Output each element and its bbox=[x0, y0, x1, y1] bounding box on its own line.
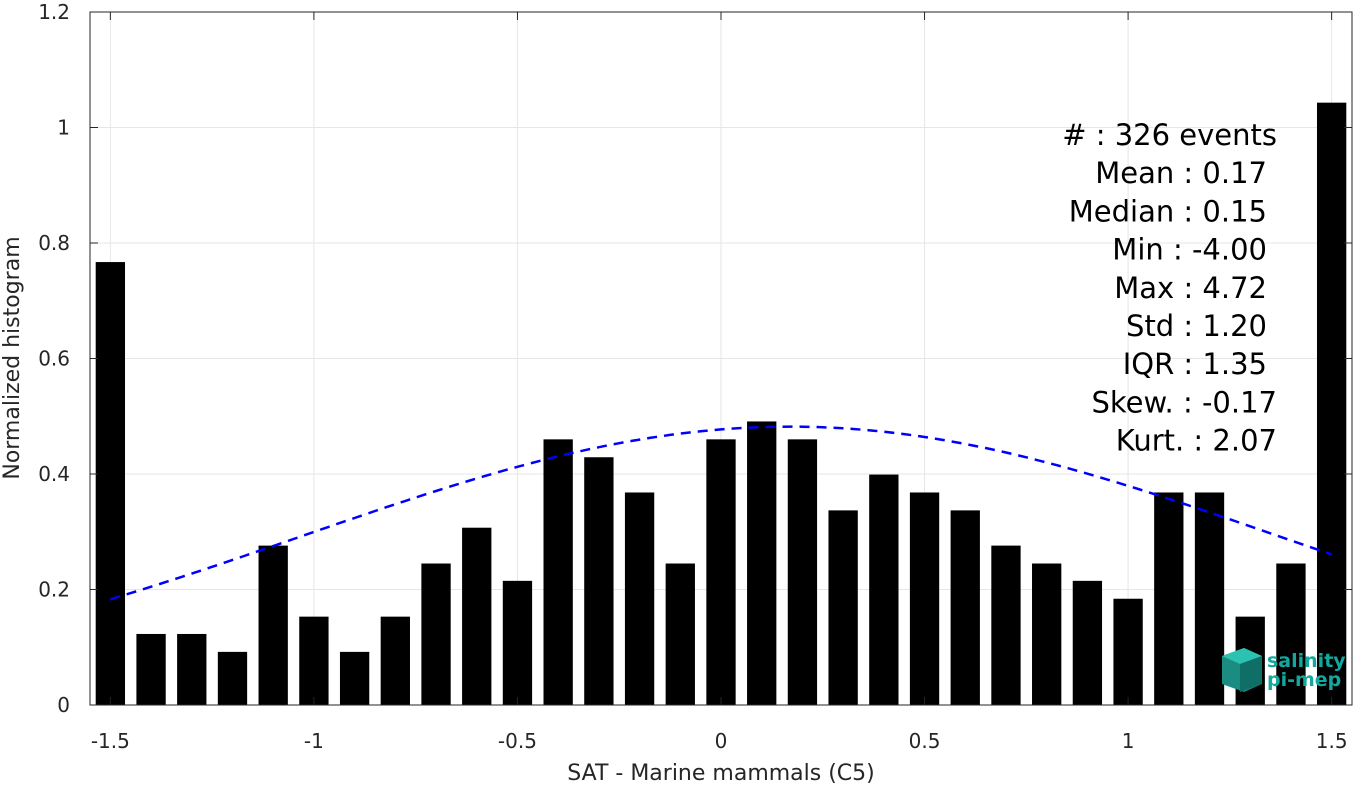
histogram-bar bbox=[258, 545, 288, 705]
x-tick-label: -0.5 bbox=[498, 729, 537, 753]
y-axis-ticks: 0 0.2 0.4 0.6 0.8 1 1.2 bbox=[38, 0, 1352, 717]
stat-line: # : 326 events bbox=[1062, 118, 1277, 152]
y-tick-label: 1.2 bbox=[38, 0, 70, 24]
histogram-bar bbox=[787, 439, 818, 705]
histogram-bar bbox=[1276, 563, 1306, 705]
histogram-bar bbox=[1154, 492, 1184, 705]
x-tick-label: 1 bbox=[1122, 729, 1135, 753]
histogram-bar bbox=[869, 474, 899, 705]
stat-line: Max : 4.72 bbox=[1114, 271, 1267, 305]
histogram-bar bbox=[747, 421, 777, 705]
histogram-bar bbox=[706, 439, 736, 705]
y-axis-label: Normalized histogram bbox=[0, 236, 25, 479]
histogram-bar bbox=[421, 563, 451, 705]
x-tick-label: 0 bbox=[715, 729, 728, 753]
logo: salinity pi-mep bbox=[1222, 648, 1346, 692]
histogram-bar bbox=[95, 262, 126, 705]
stats-box: # : 326 events Mean : 0.17 Median : 0.15 Mi… bbox=[1062, 118, 1277, 458]
y-tick-label: 0.8 bbox=[38, 231, 70, 255]
stat-line: Median : 0.15 bbox=[1069, 194, 1267, 228]
x-tick-label: 0.5 bbox=[909, 729, 941, 753]
histogram-bar bbox=[584, 457, 614, 705]
histogram-bar bbox=[1316, 102, 1347, 706]
histogram-bar bbox=[665, 563, 695, 705]
stat-line: Std : 1.20 bbox=[1126, 309, 1267, 343]
y-tick-label: 0 bbox=[57, 693, 70, 717]
histogram-bar bbox=[502, 580, 533, 705]
bars bbox=[95, 102, 1347, 706]
x-tick-label: 1.5 bbox=[1316, 729, 1348, 753]
histogram-bar bbox=[909, 492, 940, 705]
histogram-bar bbox=[991, 545, 1021, 705]
histogram-bar bbox=[217, 651, 248, 705]
histogram-bar bbox=[1032, 563, 1062, 705]
histogram-bar bbox=[299, 616, 329, 705]
y-tick-label: 0.6 bbox=[38, 347, 70, 371]
y-tick-label: 0.4 bbox=[38, 462, 70, 486]
x-tick-label: -1.5 bbox=[91, 729, 130, 753]
histogram-bar bbox=[950, 510, 980, 705]
x-axis-ticks: -1.5 -1 -0.5 0 0.5 1 1.5 bbox=[91, 12, 1348, 753]
stat-line: IQR : 1.35 bbox=[1123, 347, 1267, 381]
x-tick-label: -1 bbox=[304, 729, 324, 753]
histogram-bar bbox=[1113, 598, 1143, 705]
histogram-bar bbox=[1072, 580, 1103, 705]
logo-line2: pi-mep bbox=[1267, 669, 1341, 691]
histogram-bar bbox=[339, 651, 370, 705]
histogram-bar bbox=[828, 510, 858, 705]
histogram-bar bbox=[177, 633, 207, 705]
normal-fit-curve bbox=[110, 425, 1333, 601]
stat-line: Skew. : -0.17 bbox=[1091, 385, 1277, 419]
histogram-bar bbox=[462, 527, 492, 705]
histogram-bar bbox=[380, 616, 410, 705]
histogram-bar bbox=[136, 633, 166, 705]
y-tick-label: 1 bbox=[57, 116, 70, 140]
stat-line: Mean : 0.17 bbox=[1095, 156, 1267, 190]
histogram-bar bbox=[1194, 492, 1225, 705]
logo-line1: salinity bbox=[1267, 650, 1346, 672]
histogram-bar bbox=[543, 439, 573, 705]
y-tick-label: 0.2 bbox=[38, 578, 70, 602]
histogram-bar bbox=[624, 492, 655, 705]
x-axis-label: SAT - Marine mammals (C5) bbox=[567, 761, 875, 785]
cube-stack-icon bbox=[1222, 648, 1262, 692]
stat-line: Min : -4.00 bbox=[1112, 233, 1267, 267]
stat-line: Kurt. : 2.07 bbox=[1116, 424, 1277, 458]
